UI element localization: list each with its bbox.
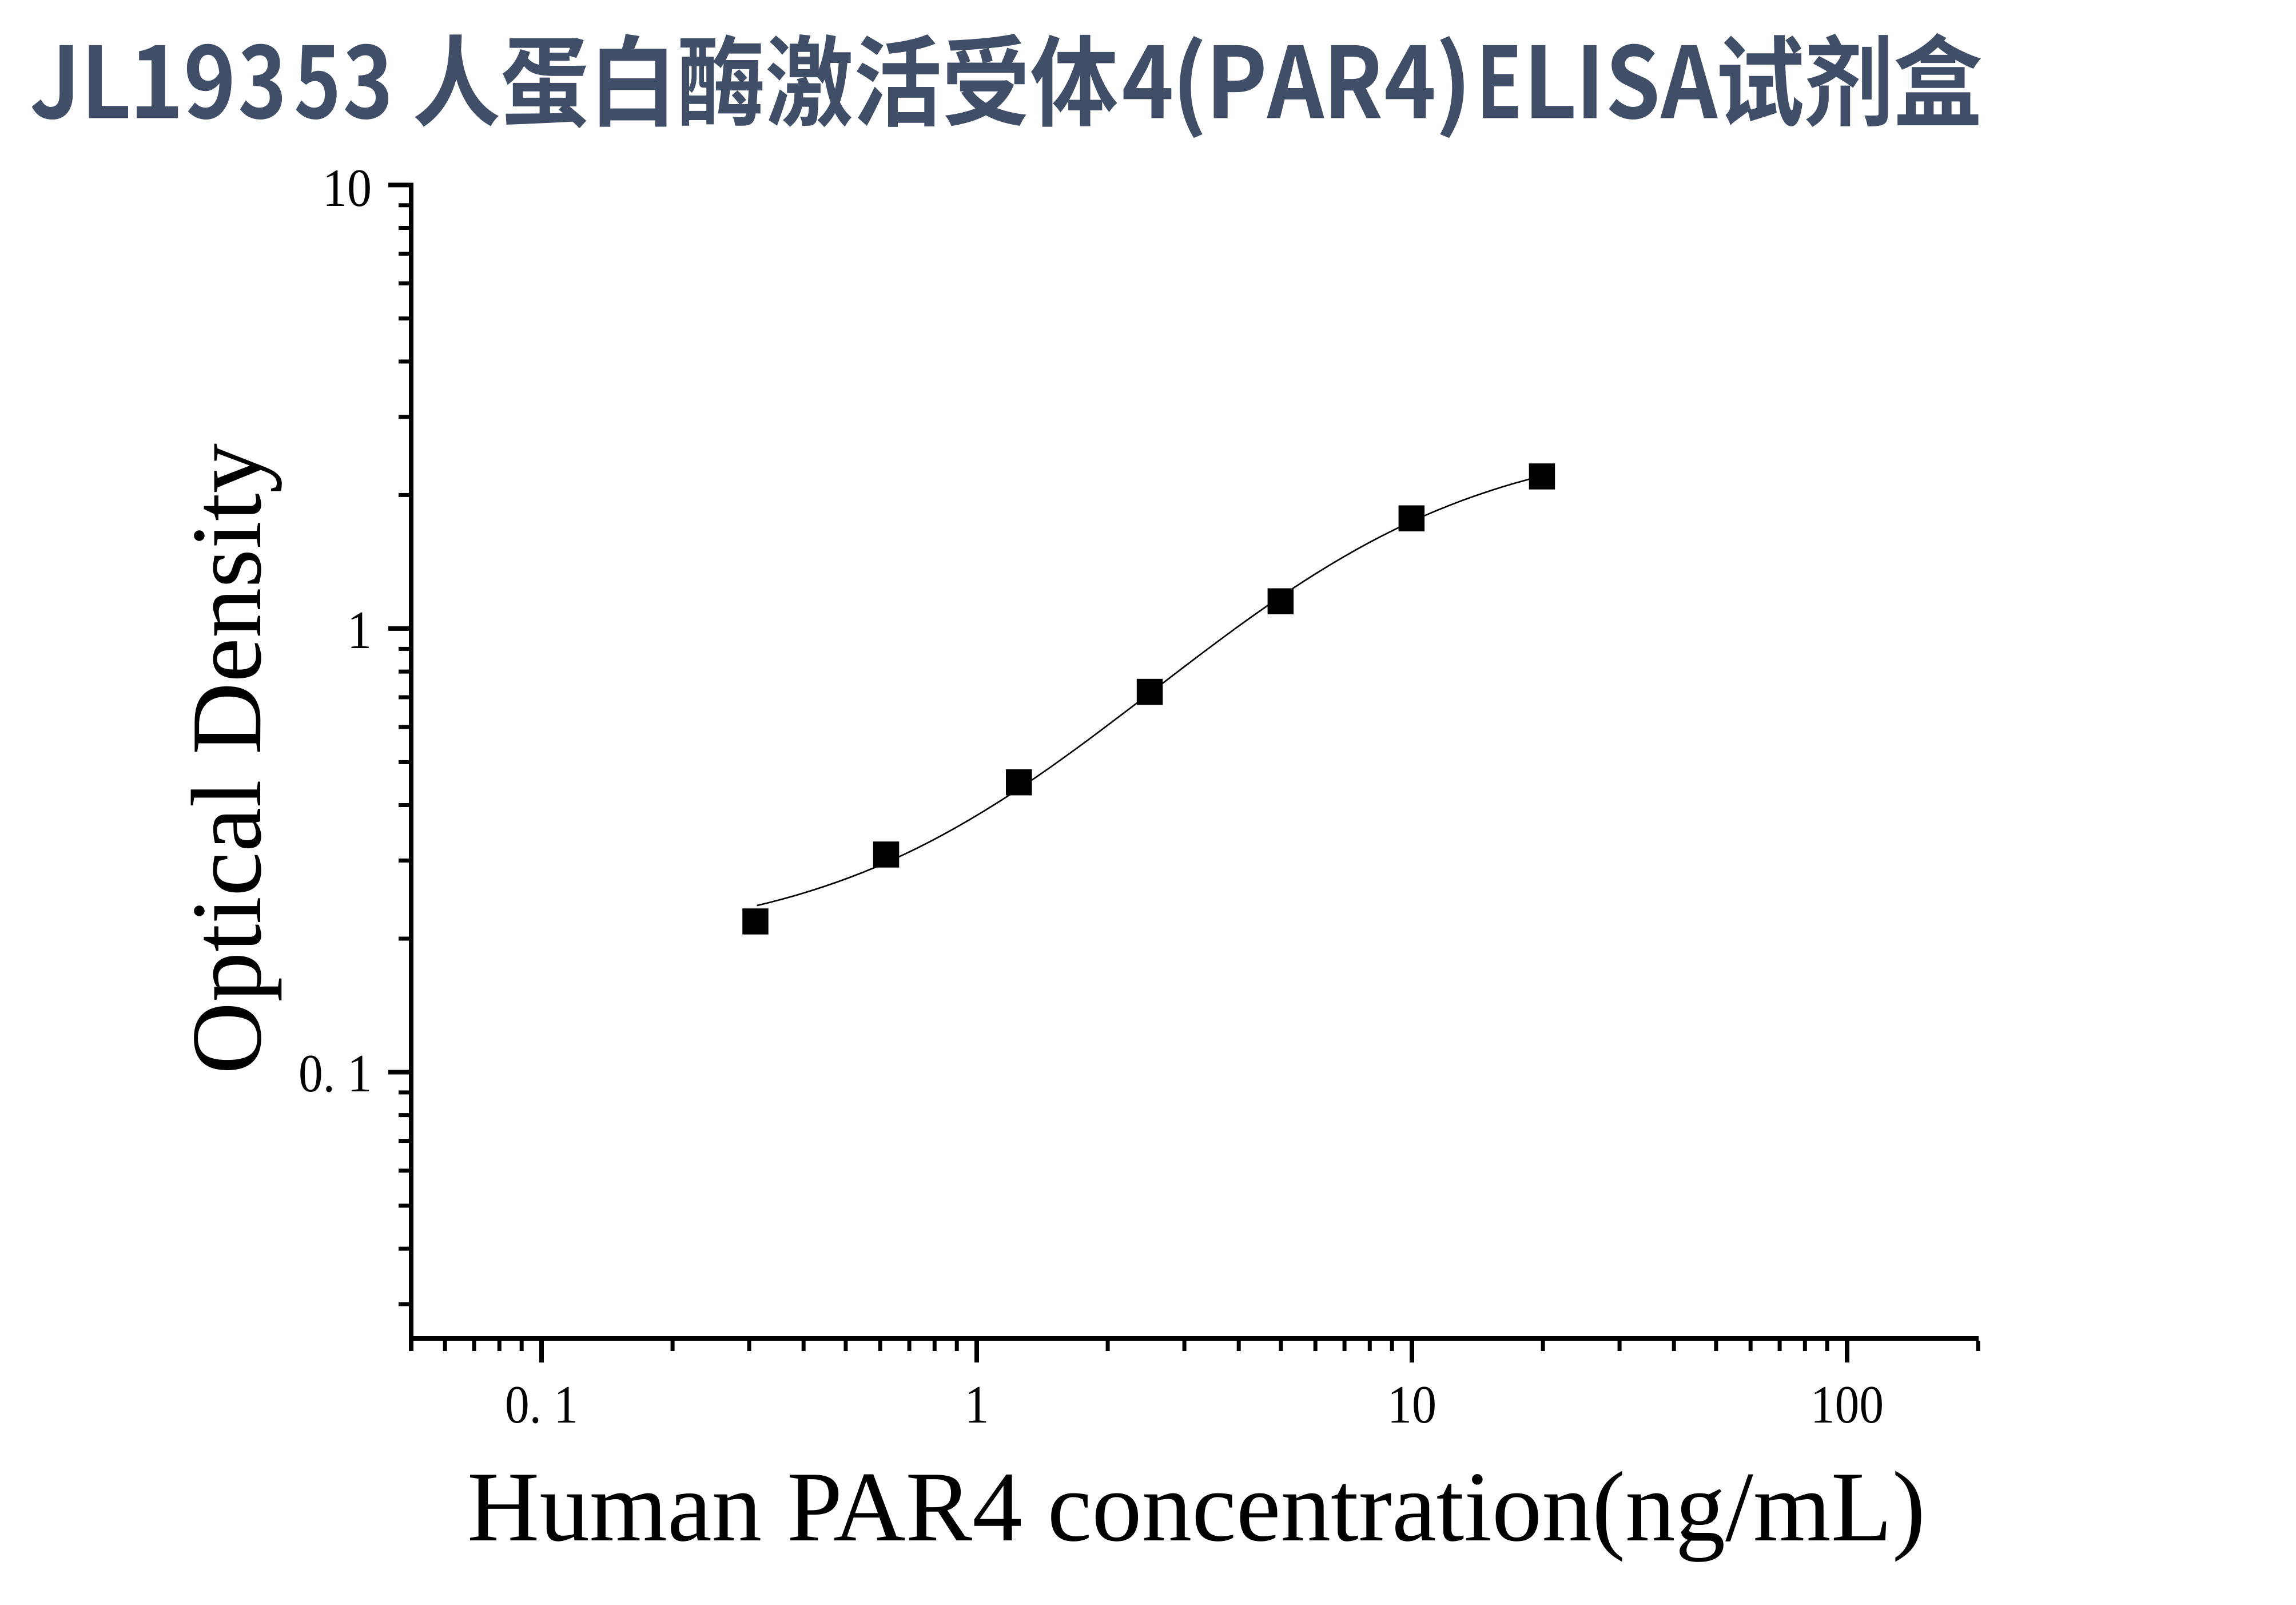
- svg-text:10: 10: [323, 158, 372, 218]
- svg-text:0. 1: 0. 1: [299, 1044, 372, 1103]
- svg-text:0. 1: 0. 1: [505, 1375, 578, 1435]
- svg-text:Optical Density: Optical Density: [171, 443, 282, 1074]
- svg-text:1: 1: [347, 601, 372, 660]
- svg-text:Human PAR4 concentration(ng/mL: Human PAR4 concentration(ng/mL): [467, 1451, 1925, 1562]
- svg-text:10: 10: [1387, 1375, 1437, 1435]
- svg-text:1: 1: [965, 1375, 989, 1435]
- svg-text:100: 100: [1810, 1375, 1884, 1435]
